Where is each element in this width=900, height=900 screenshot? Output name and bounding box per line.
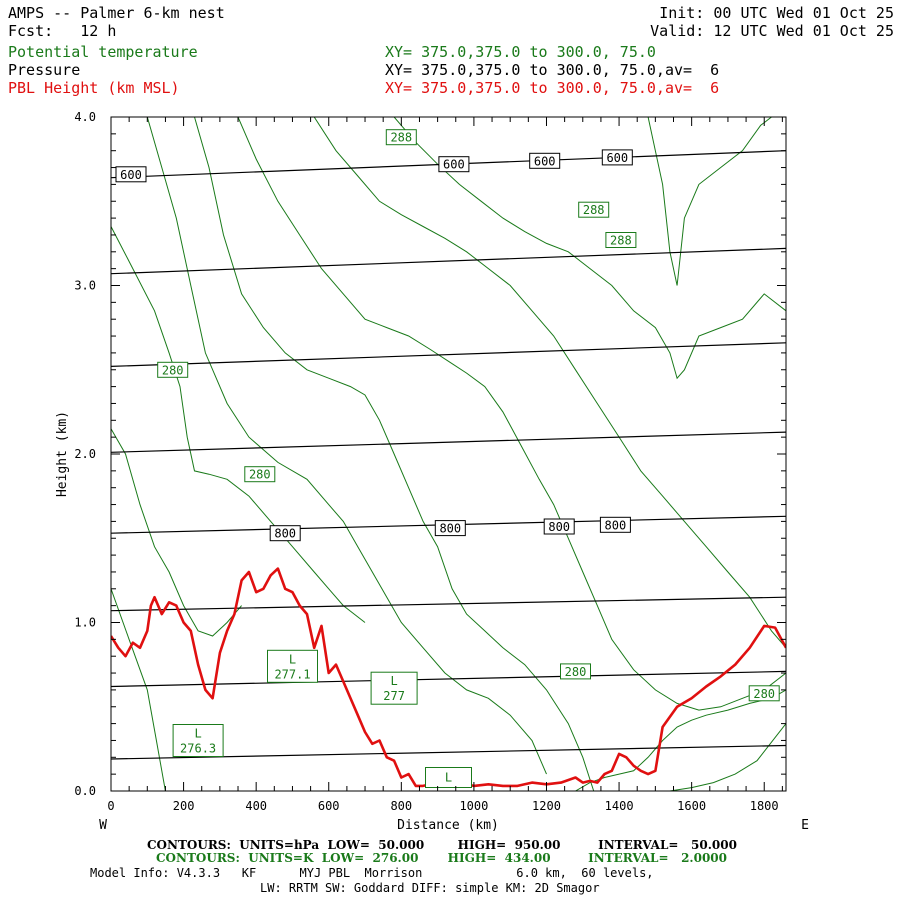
x-tick-label-4: 800 <box>390 799 412 813</box>
theta-contour-line-10 <box>669 723 786 791</box>
x-tick-label-0: 0 <box>107 799 114 813</box>
x-tick-label-5: 1000 <box>459 799 488 813</box>
low-label-letter-3: L <box>445 771 452 785</box>
footer-theta-contours: CONTOURS: UNITS=K LOW= 276.00 HIGH= 434.… <box>156 851 727 865</box>
axes: 0 200 400 600 800 1000 1200 1400 1600 1800 0.0 1.0 2… <box>74 110 786 813</box>
pressure-label-5-box <box>434 520 466 537</box>
theta-label-5: 280 <box>565 665 587 679</box>
theta-contour-line-5 <box>237 117 786 711</box>
low-label-letter-2: L <box>194 727 201 741</box>
x-tick-label-8: 1600 <box>677 799 706 813</box>
field-theta-name: Potential temperature <box>8 43 198 61</box>
theta-label-3: 280 <box>162 363 184 377</box>
theta-contour-line-4 <box>194 117 595 791</box>
theta-label-1: 288 <box>583 203 605 217</box>
x-tick-label-1: 200 <box>173 799 195 813</box>
theta-label-5-box <box>560 663 591 680</box>
pressure-contours <box>111 150 786 760</box>
theta-label-3-box <box>157 361 189 378</box>
pressure-label-5: 800 <box>439 522 461 536</box>
pressure-label-7-box <box>599 516 631 533</box>
y-tick-label-3: 3.0 <box>74 279 96 293</box>
theta-contour-line-9 <box>575 689 786 791</box>
low-label-box-3 <box>425 767 472 788</box>
chart-title: AMPS -- Palmer 6-km nest <box>8 4 225 22</box>
theta-contour-line-2 <box>111 226 366 623</box>
y-tick-label-2: 2.0 <box>74 447 96 461</box>
pressure-label-3: 600 <box>606 151 628 165</box>
forecast-value: 12 h <box>80 22 117 40</box>
pbl-height-line <box>111 567 786 788</box>
theta-contour-line-8 <box>647 117 772 286</box>
y-tick-label-0: 0.0 <box>74 784 96 798</box>
low-label-letter-0: L <box>289 652 296 666</box>
theta-label-0: 288 <box>390 131 412 145</box>
pressure-label-0: 600 <box>120 168 142 182</box>
contour-labels: 600 600 600 600 800 800 800 800 288 288 288 280 280 2… <box>115 129 780 788</box>
theta-label-1-box <box>578 201 610 218</box>
theta-contours <box>111 117 786 791</box>
x-tick-label-9: 1800 <box>750 799 779 813</box>
low-label-value-0: 277.1 <box>274 667 310 681</box>
low-label-value-2: 276.3 <box>180 742 216 756</box>
forecast-label: Fcst: 12 h <box>8 22 116 40</box>
x-tick-label-2: 400 <box>245 799 267 813</box>
pressure-label-2: 600 <box>534 154 556 168</box>
pressure-label-1: 600 <box>443 158 465 172</box>
field-theta-xy: XY= 375.0,375.0 to 300.0, 75.0 <box>385 43 656 61</box>
west-label: W <box>99 818 107 833</box>
field-pbl-name: PBL Height (km MSL) <box>8 79 180 97</box>
pressure-label-6-box <box>543 518 575 535</box>
footer-pressure-contours: CONTOURS: UNITS=hPa LOW= 50.000 HIGH= 95… <box>147 838 737 852</box>
pbl-series <box>111 567 786 788</box>
low-label-value-1: 277 <box>383 689 405 703</box>
low-label-box-2 <box>172 724 224 757</box>
pressure-label-3-box <box>601 149 633 166</box>
field-pbl-xy: XY= 375.0,375.0 to 300.0, 75.0,av= 6 <box>385 79 720 97</box>
theta-contour-line-6 <box>313 117 786 649</box>
footer-physics-info: LW: RRTM SW: Goddard DIFF: simple KM: 2D… <box>260 881 600 895</box>
y-tick-label-4: 4.0 <box>74 110 96 124</box>
theta-label-2-box <box>605 232 637 248</box>
pressure-contour-850 <box>111 596 786 612</box>
pressure-label-2-box <box>529 152 561 169</box>
low-label-box-0 <box>267 649 318 683</box>
low-label-box-1 <box>370 671 418 705</box>
east-label: E <box>801 818 809 833</box>
x-tick-label-6: 1200 <box>532 799 561 813</box>
theta-contour-line-1 <box>111 428 242 637</box>
valid-time: Valid: 12 UTC Wed 01 Oct 25 <box>650 22 894 40</box>
theta-contour-line-0 <box>111 588 166 791</box>
pressure-contour-900 <box>111 670 786 688</box>
theta-contour-line-3 <box>146 117 547 775</box>
field-pressure-xy: XY= 375.0,375.0 to 300.0, 75.0,av= 6 <box>385 61 720 79</box>
pressure-contour-750 <box>111 431 786 453</box>
pressure-label-6: 800 <box>548 520 570 534</box>
pressure-label-4-box <box>269 525 301 542</box>
pressure-contour-700 <box>111 342 786 367</box>
field-pressure-name: Pressure <box>8 61 81 79</box>
forecast-label-text: Fcst: <box>8 22 54 40</box>
x-axis-label: Distance (km) <box>397 818 499 833</box>
x-tick-label-7: 1400 <box>605 799 634 813</box>
footer-model-info: Model Info: V4.3.3 KF MYJ PBL Morrison 6… <box>90 866 654 880</box>
init-time: Init: 00 UTC Wed 01 Oct 25 <box>659 4 894 22</box>
theta-label-6-box <box>748 685 780 702</box>
pressure-label-4: 800 <box>274 527 296 541</box>
theta-contour-line-7 <box>393 117 786 380</box>
theta-label-4: 280 <box>249 468 271 482</box>
theta-label-6: 280 <box>753 687 775 701</box>
y-axis-label: Height (km) <box>55 411 70 497</box>
pressure-contour-650 <box>111 247 786 275</box>
theta-label-4-box <box>244 466 276 483</box>
x-tick-label-3: 600 <box>318 799 340 813</box>
pressure-label-1-box <box>438 156 470 173</box>
theta-label-2: 288 <box>610 234 632 248</box>
pressure-label-7: 800 <box>605 518 627 532</box>
low-label-letter-1: L <box>390 674 397 688</box>
theta-label-0-box <box>385 129 417 146</box>
y-tick-label-1: 1.0 <box>74 616 96 630</box>
pressure-label-0-box <box>115 166 147 183</box>
